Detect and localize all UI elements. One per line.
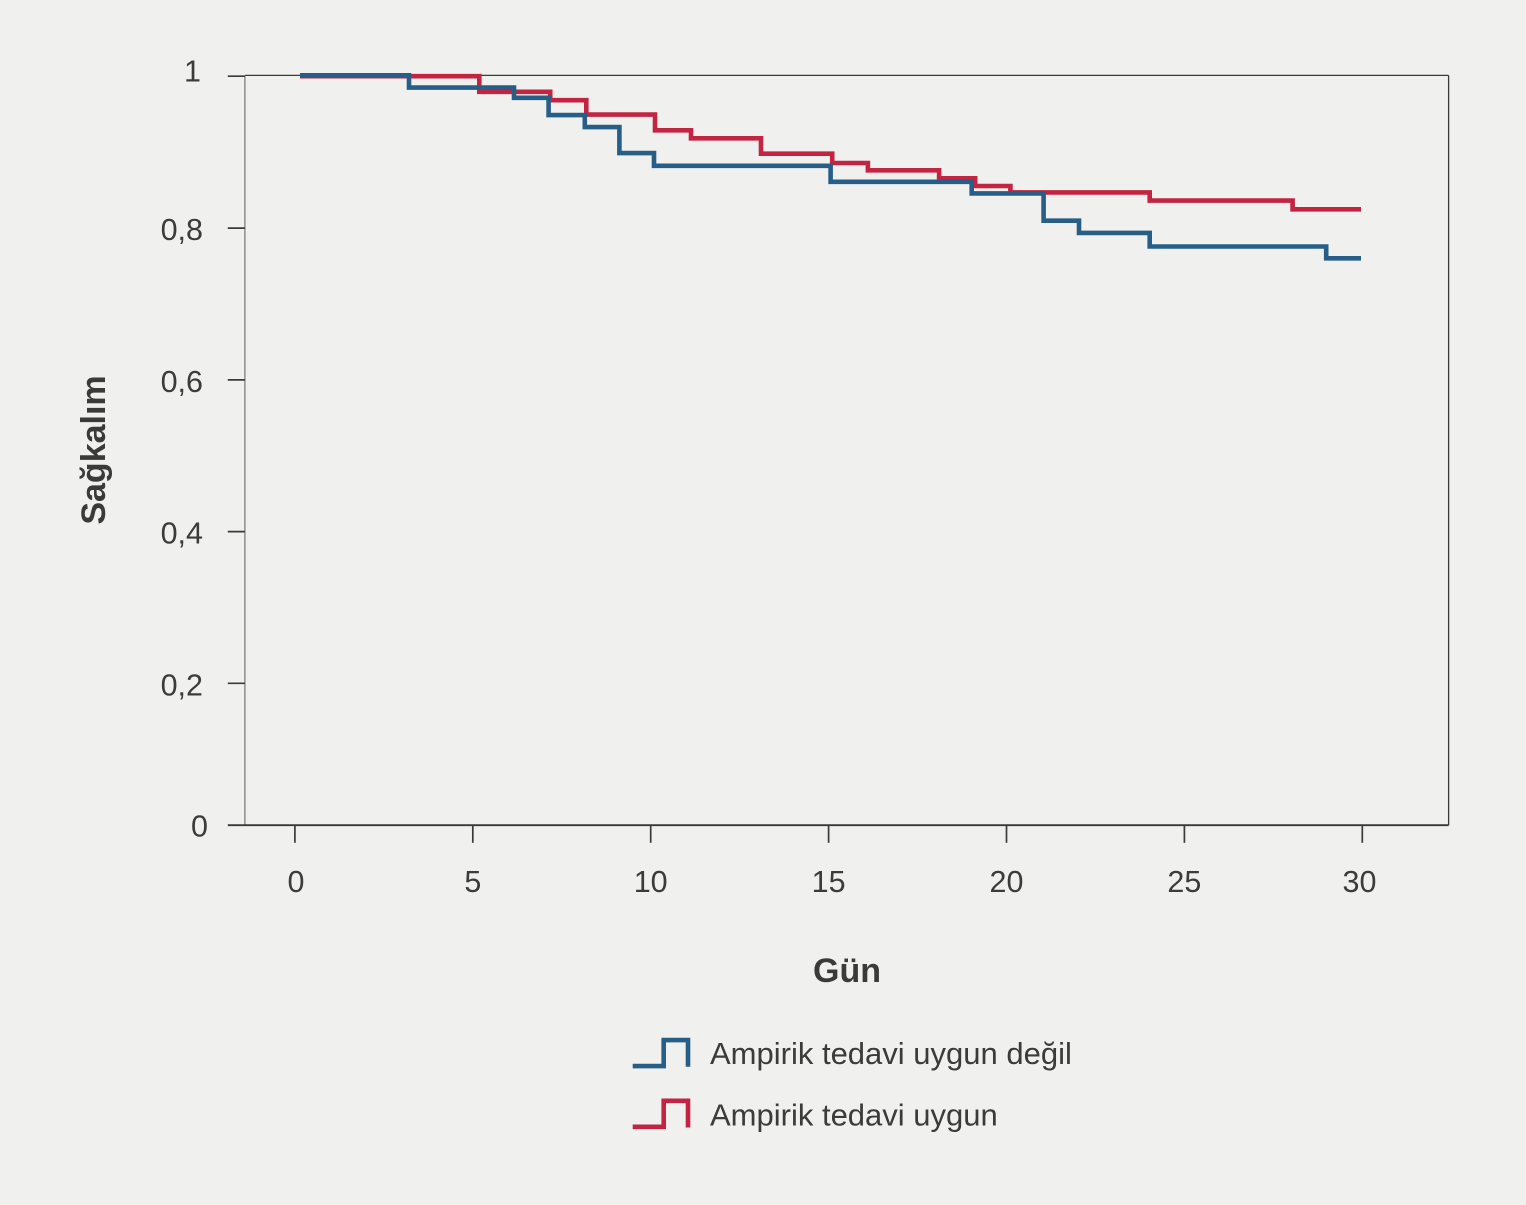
svg-text:Sağkalım: Sağkalım [75, 375, 113, 524]
svg-text:0,8: 0,8 [161, 213, 203, 247]
svg-text:5: 5 [464, 865, 481, 899]
svg-text:0,6: 0,6 [161, 365, 203, 399]
svg-text:0: 0 [191, 810, 208, 844]
svg-text:0,2: 0,2 [161, 668, 203, 702]
svg-text:15: 15 [812, 865, 846, 899]
svg-text:30: 30 [1343, 865, 1377, 899]
svg-text:20: 20 [990, 865, 1024, 899]
svg-text:1: 1 [184, 55, 201, 89]
svg-text:Ampirik tedavi uygun değil: Ampirik tedavi uygun değil [710, 1036, 1072, 1071]
svg-text:25: 25 [1167, 865, 1201, 899]
svg-text:0,4: 0,4 [161, 517, 203, 551]
svg-text:Ampirik tedavi uygun: Ampirik tedavi uygun [710, 1098, 998, 1133]
svg-text:0: 0 [288, 865, 305, 899]
svg-text:Gün: Gün [813, 952, 881, 990]
svg-text:10: 10 [634, 865, 668, 899]
